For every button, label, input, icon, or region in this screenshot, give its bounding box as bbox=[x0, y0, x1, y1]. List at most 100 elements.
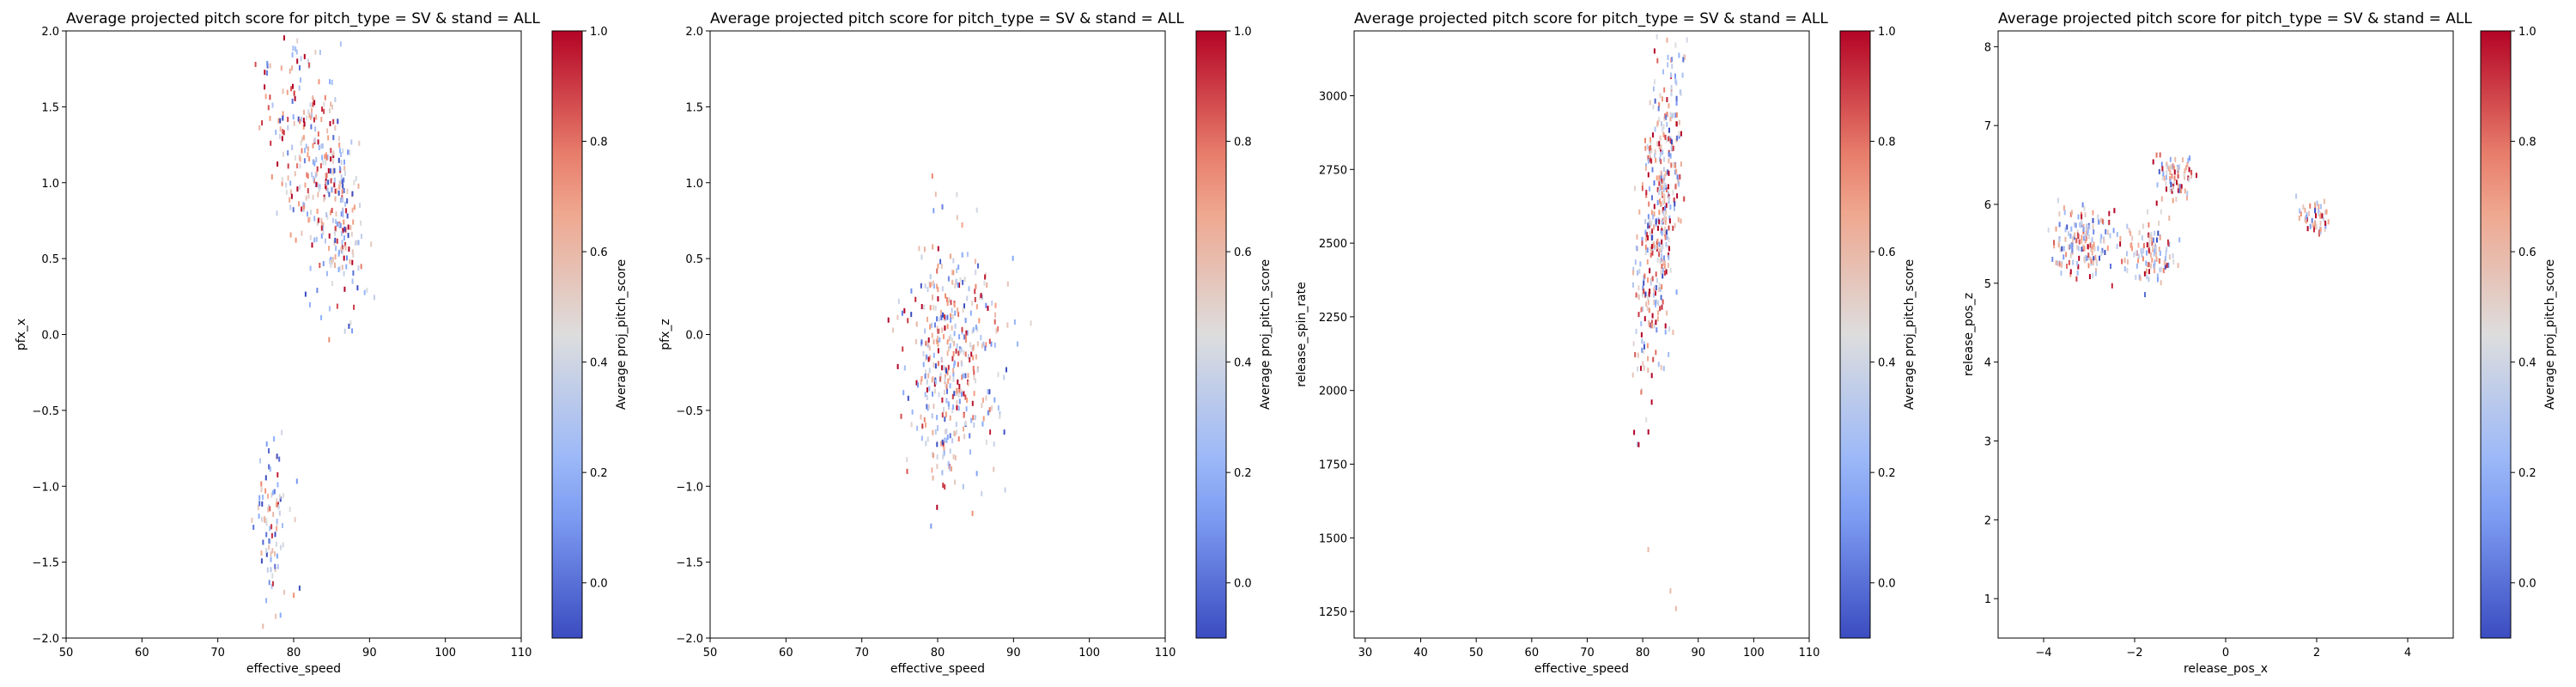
heatmap-cell bbox=[343, 177, 345, 183]
heatmap-cell bbox=[2055, 260, 2057, 266]
heatmap-cell bbox=[325, 152, 327, 158]
heatmap-cell bbox=[1647, 222, 1649, 228]
heatmap-cell bbox=[2061, 246, 2063, 252]
heatmap-cell bbox=[1662, 244, 1664, 250]
heatmap-cell bbox=[355, 176, 357, 181]
heatmap-cell bbox=[325, 180, 328, 186]
heatmap-cell bbox=[2148, 239, 2151, 245]
heatmap-cell bbox=[290, 193, 293, 199]
heatmap-cell bbox=[984, 345, 987, 351]
heatmap-cell bbox=[1668, 326, 1671, 332]
heatmap-cell bbox=[993, 342, 996, 348]
heatmap-cell bbox=[343, 226, 346, 232]
heatmap-cell bbox=[278, 456, 281, 462]
heatmap-cell bbox=[276, 498, 278, 504]
axes-frame bbox=[1353, 30, 1810, 639]
heatmap-cell bbox=[1003, 429, 1005, 435]
heatmap-cell bbox=[1681, 72, 1684, 78]
heatmap-cell bbox=[2302, 204, 2305, 210]
x-tick-label: 100 bbox=[1078, 647, 1100, 660]
heatmap-cell bbox=[331, 217, 334, 223]
heatmap-cell bbox=[896, 363, 899, 369]
heatmap-cell bbox=[974, 415, 976, 421]
heatmap-cell bbox=[1674, 222, 1676, 228]
heatmap-cell bbox=[268, 464, 270, 470]
heatmap-cell bbox=[930, 282, 933, 287]
heatmap-cell bbox=[1640, 331, 1643, 337]
heatmap-cell bbox=[2069, 242, 2072, 248]
heatmap-cell bbox=[951, 279, 954, 285]
heatmap-cell bbox=[924, 374, 927, 380]
heatmap-cell bbox=[342, 212, 344, 218]
heatmap-cell bbox=[1632, 282, 1634, 288]
heatmap-cell bbox=[1649, 145, 1652, 150]
heatmap-cell bbox=[949, 465, 951, 471]
heatmap-cell bbox=[2320, 204, 2322, 210]
heatmap-cell bbox=[321, 155, 324, 161]
heatmap-cell bbox=[1662, 199, 1664, 205]
heatmap-cell bbox=[2314, 208, 2317, 214]
y-tick-label: −1.0 bbox=[32, 481, 59, 494]
heatmap-cell bbox=[975, 207, 978, 213]
heatmap-cell bbox=[1669, 138, 1672, 144]
heatmap-cell bbox=[356, 285, 359, 291]
heatmap-cell bbox=[346, 198, 349, 204]
heatmap-cell bbox=[307, 211, 308, 217]
heatmap-cell bbox=[1650, 399, 1653, 405]
heatmap-cell bbox=[312, 101, 314, 107]
heatmap-cell bbox=[360, 220, 362, 226]
heatmap-cell bbox=[1632, 266, 1635, 272]
heatmap-cell bbox=[279, 126, 282, 132]
heatmap-cell bbox=[964, 420, 967, 426]
heatmap-cell bbox=[2111, 283, 2113, 289]
y-tick-label: −2.0 bbox=[676, 633, 703, 646]
heatmap-cell bbox=[1666, 121, 1668, 127]
heatmap-cell bbox=[1649, 322, 1651, 328]
heatmap-cell bbox=[1668, 184, 1669, 190]
colorbar-tick-label: 0.4 bbox=[1234, 357, 1252, 370]
heatmap-cell bbox=[923, 246, 926, 252]
heatmap-cell bbox=[2180, 184, 2183, 190]
heatmap-cell bbox=[317, 183, 319, 189]
heatmap-cell bbox=[281, 429, 283, 435]
colorbar-tick-label: 0.6 bbox=[590, 246, 608, 259]
heatmap-cell bbox=[2174, 156, 2177, 162]
heatmap-cell bbox=[291, 52, 294, 58]
heatmap-cell bbox=[924, 283, 927, 289]
heatmap-cell bbox=[321, 143, 324, 149]
heatmap-cell bbox=[1674, 78, 1677, 84]
heatmap-cell bbox=[305, 195, 307, 201]
heatmap-cell bbox=[307, 152, 309, 158]
heatmap-cell bbox=[928, 368, 931, 374]
heatmap-cell bbox=[2171, 173, 2173, 179]
y-tick-label: 2500 bbox=[1319, 238, 1347, 251]
heatmap-cell bbox=[945, 384, 948, 390]
heatmap-cell bbox=[2063, 210, 2066, 216]
heatmap-cell bbox=[2153, 237, 2154, 243]
heatmap-cell bbox=[1658, 219, 1661, 225]
x-tick-label: 100 bbox=[434, 647, 456, 660]
heatmap-cell bbox=[264, 70, 266, 76]
heatmap-cell bbox=[276, 471, 279, 477]
heatmap-cell bbox=[2304, 207, 2306, 213]
x-tick-label: 2 bbox=[2313, 647, 2320, 660]
heatmap-cell bbox=[937, 425, 939, 430]
heatmap-cell bbox=[1641, 182, 1643, 188]
heatmap-cell bbox=[276, 453, 278, 459]
heatmap-cell bbox=[2160, 280, 2162, 286]
heatmap-cell bbox=[972, 415, 975, 421]
heatmap-cell bbox=[2148, 262, 2150, 268]
heatmap-cell bbox=[2055, 226, 2057, 232]
heatmap-cell bbox=[324, 94, 326, 100]
heatmap-cell bbox=[952, 371, 955, 377]
heatmap-cell bbox=[1662, 69, 1664, 75]
heatmap-cell bbox=[2156, 237, 2158, 243]
heatmap-cell bbox=[2156, 273, 2159, 279]
heatmap-cell bbox=[936, 325, 939, 331]
heatmap-cell bbox=[914, 296, 917, 302]
heatmap-cell bbox=[1661, 239, 1663, 245]
heatmap-cell bbox=[283, 35, 285, 41]
heatmap-cell bbox=[2176, 166, 2178, 172]
heatmap-cell bbox=[2083, 256, 2086, 262]
heatmap-cell bbox=[350, 231, 353, 237]
